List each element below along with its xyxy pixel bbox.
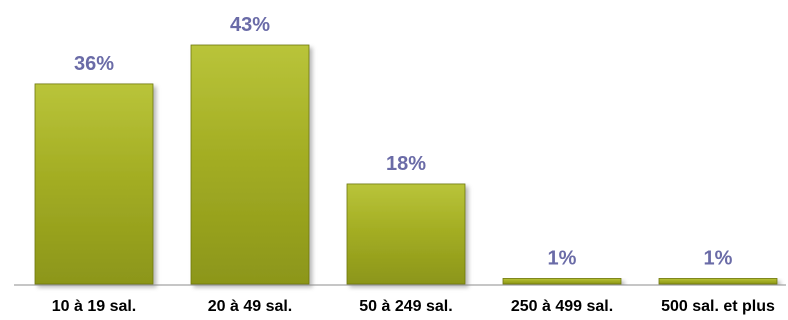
bar-4 — [502, 278, 622, 285]
tick-label-5: 500 sal. et plus — [661, 298, 775, 315]
data-label-3: 18% — [386, 153, 426, 175]
bar-2 — [190, 44, 310, 285]
data-label-1: 36% — [74, 53, 114, 75]
data-label-4: 1% — [548, 247, 577, 269]
bars-layer — [34, 44, 778, 285]
bar-1 — [34, 83, 154, 285]
data-labels-layer: 36% 43% 18% 1% 1% — [74, 14, 733, 269]
tick-label-3: 50 à 249 sal. — [359, 298, 452, 315]
data-label-2: 43% — [230, 14, 270, 36]
tick-label-1: 10 à 19 sal. — [52, 298, 137, 315]
data-label-5: 1% — [704, 247, 733, 269]
tick-labels-layer: 10 à 19 sal. 20 à 49 sal. 50 à 249 sal. 250… — [52, 298, 775, 315]
tick-label-2: 20 à 49 sal. — [208, 298, 293, 315]
bar-5 — [658, 278, 778, 285]
tick-label-4: 250 à 499 sal. — [511, 298, 613, 315]
bar-3 — [346, 183, 466, 285]
